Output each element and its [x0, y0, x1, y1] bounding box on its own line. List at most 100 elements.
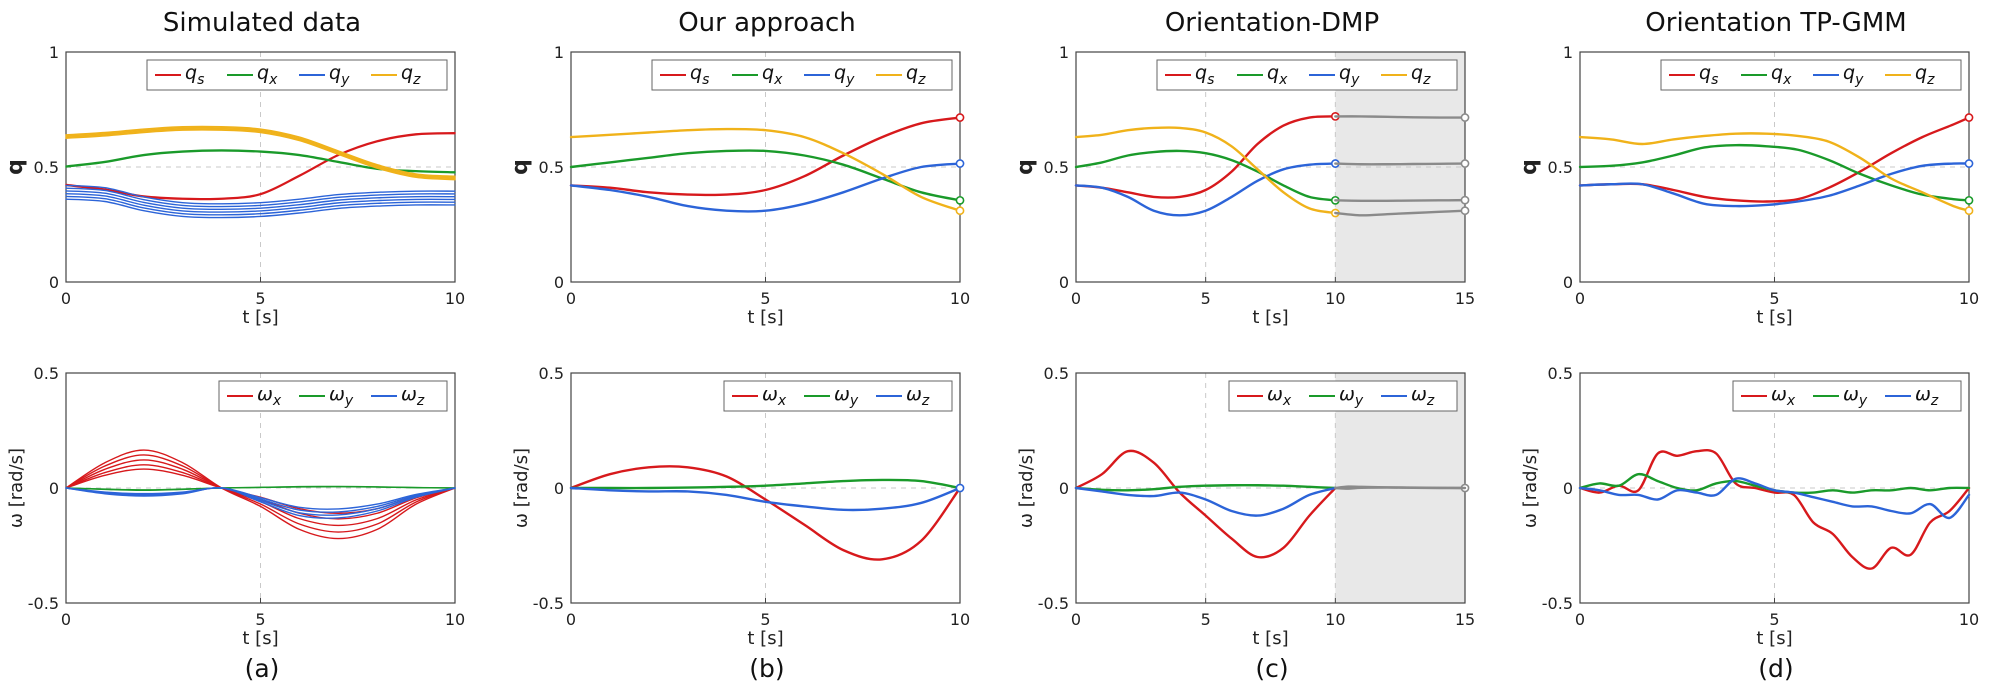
y-tick-label: 1: [49, 43, 59, 62]
series-line--x: [1074, 449, 1337, 559]
plot-a-q: 0 5 10 0 0.5 1 t [s] q qs qx qy qz: [3, 43, 465, 328]
series-line-q-x: [1578, 143, 1971, 202]
plot-c-q: 0 5 10 15 0 0.5 1 t [s] q qs qx qy qz: [1013, 43, 1475, 328]
series-end-marker: [1964, 206, 1974, 216]
series-line--z: [1074, 486, 1337, 517]
y-tick-label: 0: [1563, 273, 1573, 292]
subfigure-label-b: (b): [749, 654, 785, 683]
subfigure-label-d: (d): [1758, 654, 1794, 683]
series-line-q-z: [569, 127, 962, 212]
x-tick-label: 15: [1455, 610, 1475, 629]
plot-d-w: 0 5 10-0.500.5t [s]ω [rad/s]ωx ωy ωz: [1520, 364, 1979, 649]
series-line-q-y: [65, 195, 456, 216]
x-axis-label: t [s]: [1252, 628, 1288, 649]
y-tick-label: -0.5: [28, 594, 59, 613]
series-line--y: [569, 478, 962, 490]
series-line-q-y: [65, 184, 456, 205]
x-tick-label: 10: [950, 610, 970, 629]
legend-box: [218, 380, 448, 412]
series-line--x: [65, 449, 456, 540]
series-end-marker: [1964, 159, 1974, 168]
y-axis-label: q: [3, 159, 28, 175]
series-end-marker: [1460, 195, 1470, 205]
y-axis-label: ω [rad/s]: [511, 448, 532, 528]
x-tick-label: 10: [1959, 610, 1979, 629]
series-line-q-x: [569, 149, 962, 202]
series-line-q-s: [1074, 115, 1337, 199]
y-axis-label: ω [rad/s]: [1016, 448, 1037, 528]
x-axis-label: t [s]: [747, 628, 783, 649]
series-line--z: [65, 487, 456, 516]
series-line--x: [1578, 448, 1971, 570]
series-line-q-z: [65, 128, 456, 180]
series-end-marker: [1460, 206, 1470, 216]
series-line-q-z: [1578, 132, 1971, 212]
series-line-q-s-ext: [1334, 115, 1467, 119]
series-line--z: [65, 487, 456, 513]
series-line--x: [569, 465, 962, 561]
y-tick-label: 0: [49, 273, 59, 292]
y-tick-label: 0.5: [539, 158, 564, 177]
series-line--z: [65, 487, 456, 519]
y-tick-label: 1: [1563, 43, 1573, 62]
y-tick-label: 0.5: [1044, 158, 1069, 177]
y-tick-label: 0: [554, 273, 564, 292]
y-tick-label: -0.5: [1542, 594, 1573, 613]
y-tick-label: 0.5: [34, 158, 59, 177]
y-tick-label: 0.5: [539, 364, 564, 383]
x-tick-label: 10: [445, 610, 465, 629]
legend-box: [723, 380, 953, 412]
series-line-q-y: [1578, 162, 1971, 208]
column-title-d: Orientation TP-GMM: [1645, 8, 1907, 38]
y-tick-label: 1: [1059, 43, 1069, 62]
series-line--y: [65, 486, 456, 491]
series-line-q-x-ext: [1334, 198, 1467, 203]
y-axis-label: q: [1013, 159, 1038, 175]
series-end-marker: [955, 195, 965, 205]
series-line-q-y: [569, 162, 962, 213]
y-tick-label: 1: [554, 43, 564, 62]
x-tick-label: 0: [1575, 610, 1585, 629]
series-line-q-s: [569, 116, 962, 197]
y-axis-label: ω [rad/s]: [6, 448, 27, 528]
legend: ωx ωy ωz: [1228, 380, 1458, 412]
x-axis-label: t [s]: [242, 628, 278, 649]
x-tick-label: 5: [760, 610, 770, 629]
series-line--x: [65, 454, 456, 533]
series-line-q-z: [65, 129, 456, 181]
series-end-marker: [1964, 113, 1974, 122]
column-title-b: Our approach: [678, 8, 856, 38]
x-tick-label: 0: [566, 610, 576, 629]
series-line-q-s: [1578, 116, 1971, 203]
legend-box: [1228, 380, 1458, 412]
series-line--z: [65, 487, 456, 510]
y-axis-label: q: [1517, 159, 1542, 175]
y-tick-label: -0.5: [1038, 594, 1069, 613]
x-axis-label: t [s]: [1756, 628, 1792, 649]
x-axis-label: t [s]: [242, 307, 278, 328]
plot-b-q: 0 5 10 0 0.5 1 t [s] q qs qx qy qz: [508, 43, 970, 328]
series-end-marker: [955, 159, 965, 168]
series-line--ext-2: [1334, 486, 1467, 490]
y-tick-label: 0: [554, 479, 564, 498]
legend: qs qx qy qz: [1660, 59, 1962, 91]
x-tick-label: 5: [1201, 610, 1211, 629]
series-end-marker: [955, 483, 965, 493]
series-end-marker: [955, 113, 965, 122]
series-end-marker: [955, 206, 965, 216]
plot-c-w: 0 5 10 15-0.500.5t [s]ω [rad/s]ωx ωy ωz: [1016, 364, 1475, 649]
y-tick-label: -0.5: [533, 594, 564, 613]
plot-b-w: 0 5 10-0.500.5t [s]ω [rad/s]ωx ωy ωz: [511, 364, 970, 649]
legend: ωx ωy ωz: [723, 380, 953, 412]
legend: qs qx qy qz: [651, 59, 953, 91]
y-axis-label: q: [508, 159, 533, 175]
x-tick-label: 0: [1575, 289, 1585, 308]
x-tick-label: 10: [445, 289, 465, 308]
y-tick-label: 0: [1059, 479, 1069, 498]
series-line-q-x: [1074, 149, 1337, 202]
x-tick-label: 0: [1071, 289, 1081, 308]
legend: qs qx qy qz: [146, 59, 448, 91]
legend-box: [1732, 380, 1962, 412]
x-tick-label: 10: [1325, 289, 1345, 308]
